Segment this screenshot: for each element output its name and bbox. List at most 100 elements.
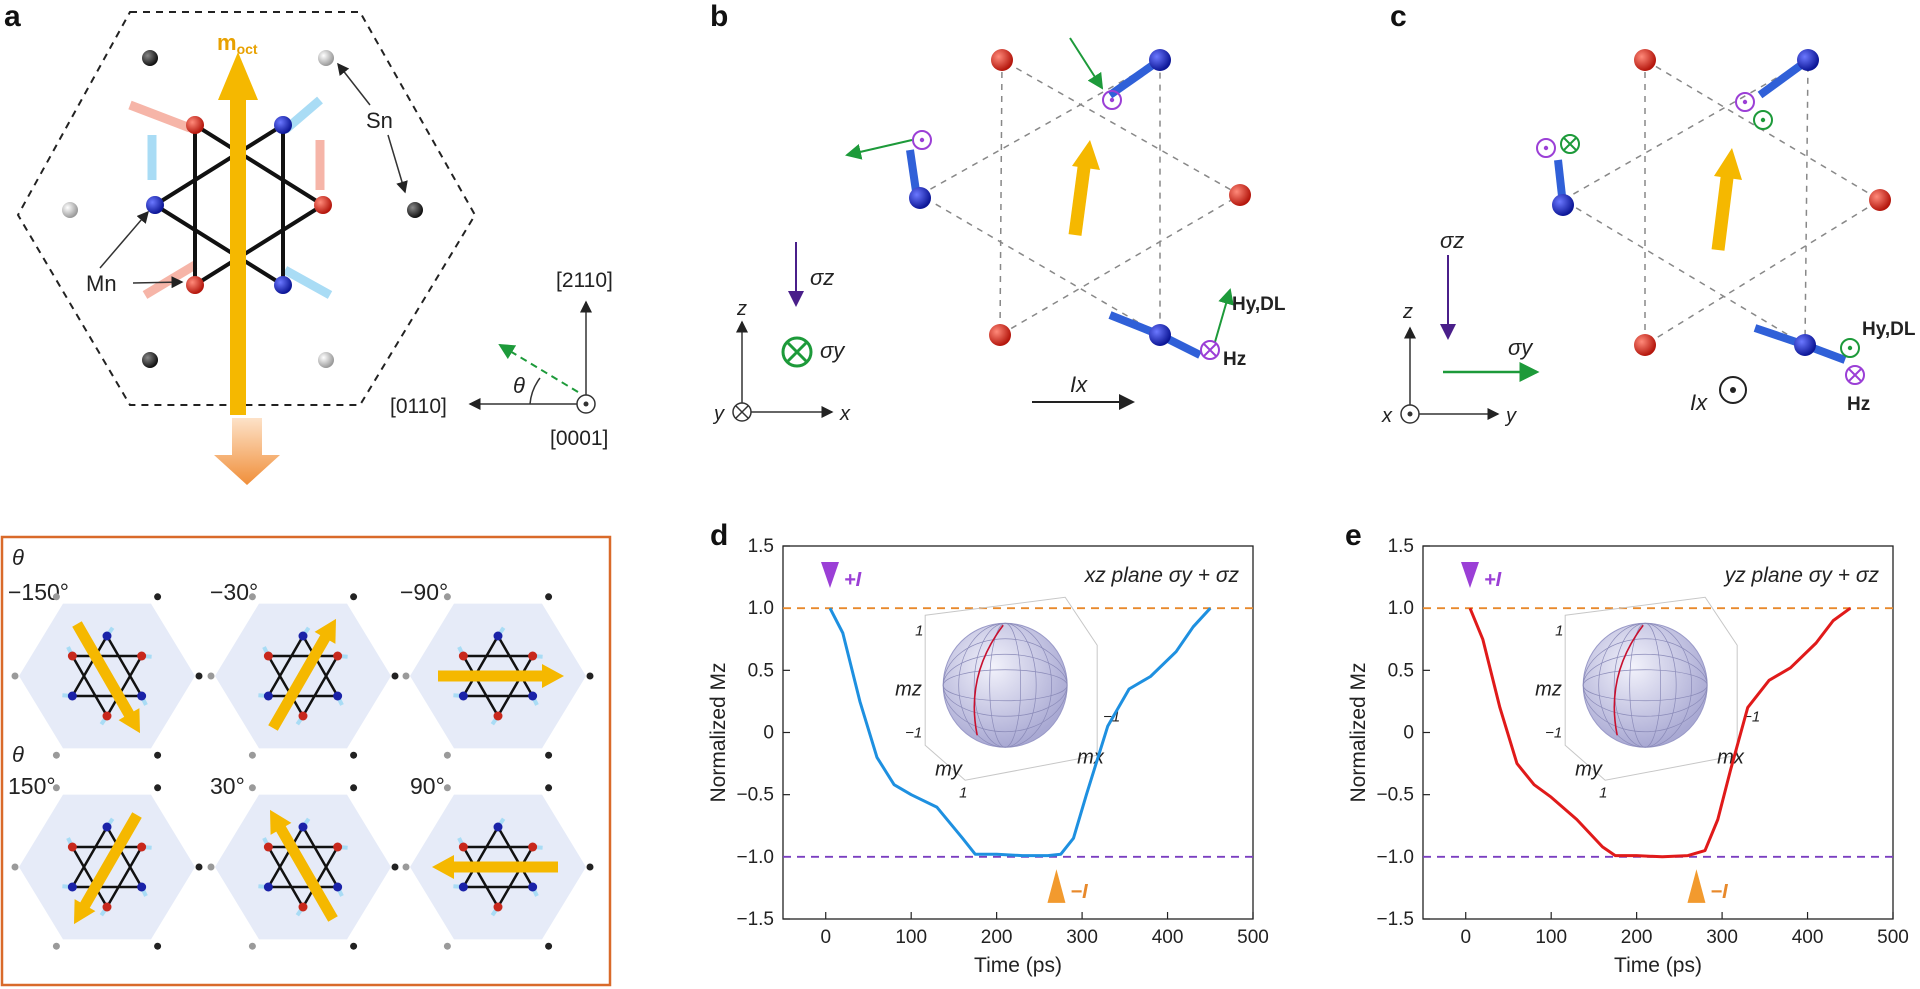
sn-atom <box>195 672 203 680</box>
mn-atom <box>67 882 77 892</box>
sn-atom <box>586 672 594 680</box>
axis-y-label: y <box>1504 405 1517 427</box>
kagome-dashed-lattice <box>918 58 1242 337</box>
y-axis-label: Normalized Mz <box>1347 662 1370 802</box>
kagome-triangle <box>266 845 340 910</box>
mn-atom-red <box>186 116 204 134</box>
sphere-grid <box>1582 638 1708 733</box>
chart-title: xz plane σy + σz <box>1084 564 1240 587</box>
direction-0110: [0110] <box>390 395 447 418</box>
mn-atom <box>528 842 538 852</box>
y-tick-label: 0.5 <box>748 660 774 681</box>
plus-i-label: +I <box>1484 569 1502 591</box>
chart-panel-e: 0 100 200 300 400 500 1.5 1.0 0.5 0 −0.5 −1.0 −1.5 Ti… <box>1347 536 1909 977</box>
kagome-triangle <box>193 121 327 289</box>
kagome-triangle <box>70 633 144 698</box>
panel-label-b: b <box>710 0 728 33</box>
spin-in-icon <box>1200 340 1220 360</box>
mn-atom <box>493 711 503 721</box>
octupole-arrow <box>1068 159 1092 236</box>
bloch-sphere <box>942 622 1068 748</box>
mn-atom <box>298 902 308 912</box>
kagome-triangle <box>266 654 340 719</box>
x-tick-label: 0 <box>820 927 831 948</box>
y-tick-label: 0.5 <box>1388 660 1414 681</box>
mn-atom <box>263 882 273 892</box>
sn-atom <box>154 593 162 601</box>
mn-atom <box>102 631 112 641</box>
sphere-grid <box>942 638 1068 733</box>
minus-i-arrow <box>1047 869 1066 903</box>
plus-i-arrow <box>1461 562 1479 588</box>
octupole-arrow-head <box>218 52 258 100</box>
inset-mx-label: mx <box>1077 746 1105 768</box>
kagome-triangle <box>461 654 535 719</box>
octupole-arrow-head <box>270 809 292 835</box>
sn-atom <box>11 863 19 871</box>
octupole-arrow-head <box>118 708 140 734</box>
y-tick-label: −1.0 <box>1376 847 1414 868</box>
sigma-y-into-icon <box>781 336 813 368</box>
inset-mz-label: mz <box>895 678 922 700</box>
sn-atom <box>195 863 203 871</box>
series-line <box>1468 606 1852 859</box>
y-tick-label: −1.0 <box>736 847 774 868</box>
kagome-dashed-lattice <box>1561 58 1882 347</box>
mn-atom-red <box>1634 334 1656 356</box>
sn-atom <box>545 784 553 792</box>
mn-atom-blue <box>274 116 292 134</box>
sn-atom <box>11 672 19 680</box>
octupole-arrow <box>268 633 331 731</box>
mn-atom-blue <box>1552 194 1574 216</box>
y-axis-label: Normalized Mz <box>707 662 730 802</box>
sn-atom <box>545 942 553 950</box>
x-axis-label: Time (ps) <box>1614 954 1702 977</box>
box-theta-top: θ <box>12 545 24 570</box>
kagome-triangle <box>461 845 535 910</box>
trajectory-path <box>973 624 1004 736</box>
sn-atom <box>52 784 60 792</box>
m-oct-label: moct <box>217 30 258 57</box>
kagome-triangle <box>70 845 144 910</box>
bloch-sphere <box>1582 622 1708 748</box>
mn-atom-red <box>1229 184 1251 206</box>
sn-atom <box>586 863 594 871</box>
current-out-icon <box>1719 376 1747 404</box>
sn-atom <box>62 202 78 218</box>
y-tick-label: 0 <box>763 723 774 744</box>
mn-atom <box>102 822 112 832</box>
sn-atom <box>142 352 158 368</box>
sn-atom <box>207 863 215 871</box>
mn-atom-red <box>991 49 1013 71</box>
mn-atom <box>67 691 77 701</box>
panel-label-c: c <box>1390 0 1407 33</box>
sigma-z-label: σz <box>810 265 834 290</box>
mn-atom-red <box>1634 49 1656 71</box>
angle-label: 30° <box>210 773 245 799</box>
inset-box <box>1564 596 1738 781</box>
mn-atom-blue <box>1794 334 1816 356</box>
kagome-triangle <box>266 824 340 889</box>
mn-atom <box>137 842 147 852</box>
octupole-arrow-head <box>542 664 564 688</box>
inset-mx-label: mx <box>1717 746 1745 768</box>
mn-atom <box>137 691 147 701</box>
octupole-arrow <box>79 812 142 910</box>
y-tick-label: −1.5 <box>1376 909 1414 930</box>
current-label: Ix <box>1690 390 1708 415</box>
panel-label-e: e <box>1345 519 1362 552</box>
mn-atom <box>333 691 343 701</box>
sn-atom <box>318 50 334 66</box>
y-tick-label: 0 <box>1403 723 1414 744</box>
mn-atom-red <box>314 196 332 214</box>
direction-0001: [0001] <box>550 427 608 450</box>
sphere-grid <box>958 622 1053 748</box>
octupole-arrow <box>1711 169 1735 251</box>
sn-atom <box>154 784 162 792</box>
octupole-arrow-shaft <box>230 95 246 415</box>
panel-label-a: a <box>4 0 21 33</box>
sn-label: Sn <box>366 108 393 133</box>
mn-atom <box>458 691 468 701</box>
panel-label-d: d <box>710 519 728 552</box>
